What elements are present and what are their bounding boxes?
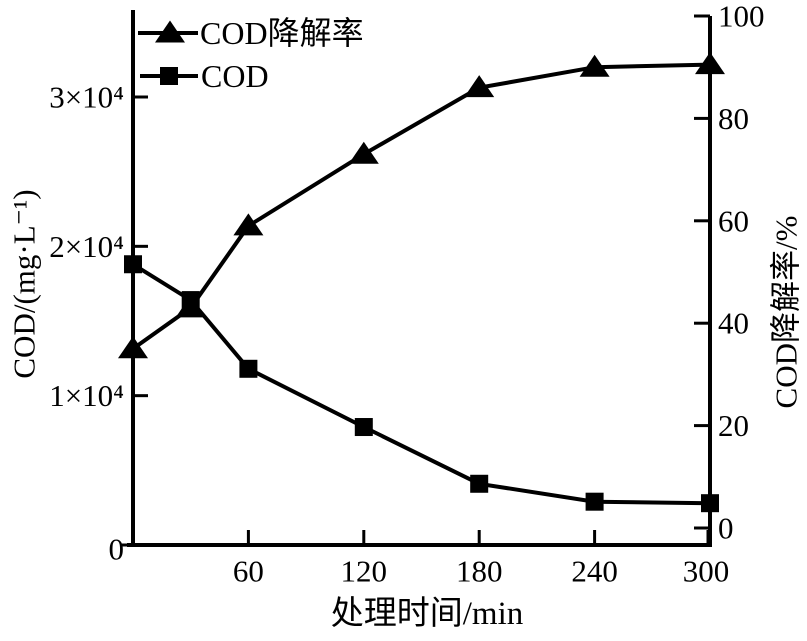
- y-right-tick-label: 40: [718, 306, 749, 341]
- y-right-tick-label: 100: [718, 0, 765, 34]
- x-tick-label: 240: [571, 554, 618, 589]
- legend-label-cod-rate: COD降解率: [200, 15, 364, 51]
- plot-area: 0 1×10⁴ 2×10⁴ 3×10⁴ 0 20 40 60 80 100 60 120 180 240 3…: [49, 0, 764, 589]
- y-right-tick-label: 0: [718, 511, 734, 546]
- series-line-cod: [131, 262, 711, 506]
- y-axis-right-title: COD降解率/%: [769, 216, 804, 409]
- x-tick-label: 60: [233, 554, 264, 589]
- y-left-tick-label: 1×10⁴: [49, 378, 124, 413]
- cod-rate-point: [118, 336, 148, 359]
- cod-rate-point: [695, 52, 725, 75]
- cod-point: [124, 255, 142, 274]
- x-tick-label: 300: [683, 554, 730, 589]
- cod-point: [470, 474, 489, 493]
- cod-rate-point: [579, 54, 610, 77]
- y-right-tick-label: 20: [718, 408, 749, 443]
- y-right-tick-label: 80: [718, 101, 749, 136]
- series-line-cod-rate: [131, 62, 711, 351]
- cod-rate-point: [464, 75, 495, 98]
- legend-item-cod-rate: COD降解率: [138, 15, 364, 51]
- y-left-tick-label: 3×10⁴: [49, 80, 124, 115]
- y-left-tick-label: 0: [109, 532, 125, 567]
- cod-rate-point: [348, 141, 379, 164]
- legend-item-cod: COD: [140, 58, 269, 94]
- legend-triangle-icon: [155, 20, 185, 43]
- cod-point: [701, 494, 719, 513]
- legend-square-icon: [160, 67, 178, 85]
- cod-point: [354, 418, 373, 437]
- axes: [127, 10, 712, 547]
- y-axis-left-title: COD/(mg·L⁻¹): [7, 189, 42, 378]
- cod-point: [239, 359, 258, 378]
- legend: COD降解率 COD: [138, 15, 364, 94]
- cod-point: [181, 291, 200, 310]
- y-right-tick-label: 60: [718, 203, 749, 238]
- x-axis-title: 处理时间/min: [331, 595, 524, 632]
- cod-rate-point: [233, 213, 264, 236]
- x-tick-label: 180: [456, 554, 503, 589]
- y-left-tick-label: 2×10⁴: [49, 229, 124, 264]
- legend-label-cod: COD: [201, 58, 269, 94]
- cod-point: [585, 492, 604, 511]
- x-tick-label: 120: [341, 554, 388, 589]
